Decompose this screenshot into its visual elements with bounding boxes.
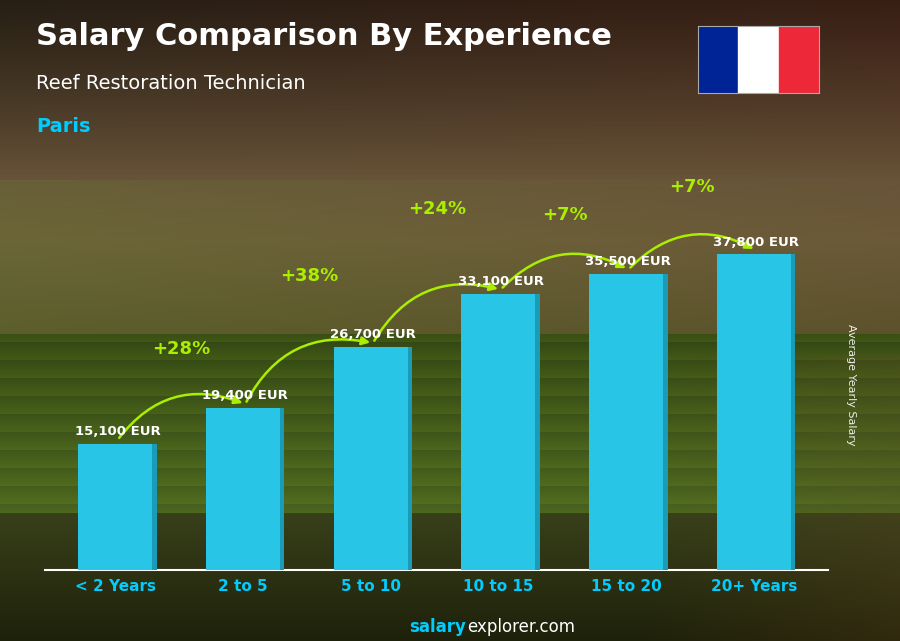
Text: Paris: Paris	[36, 117, 91, 136]
Text: salary: salary	[410, 618, 466, 636]
Polygon shape	[280, 408, 284, 570]
Text: +28%: +28%	[152, 340, 211, 358]
Text: +7%: +7%	[670, 178, 716, 196]
Bar	[206, 408, 280, 570]
Bar	[738, 26, 778, 93]
Text: Average Yearly Salary: Average Yearly Salary	[845, 324, 856, 445]
Bar	[698, 26, 738, 93]
Text: explorer.com: explorer.com	[467, 618, 575, 636]
Text: +24%: +24%	[408, 201, 466, 219]
Text: 15,100 EUR: 15,100 EUR	[75, 426, 160, 438]
Text: 26,700 EUR: 26,700 EUR	[330, 328, 416, 342]
Text: +7%: +7%	[542, 206, 588, 224]
Polygon shape	[791, 254, 796, 570]
Polygon shape	[152, 444, 157, 570]
Text: 35,500 EUR: 35,500 EUR	[586, 255, 671, 268]
Text: 37,800 EUR: 37,800 EUR	[713, 236, 799, 249]
Bar	[334, 347, 408, 570]
Text: Reef Restoration Technician: Reef Restoration Technician	[36, 74, 306, 93]
Text: 33,100 EUR: 33,100 EUR	[458, 275, 544, 288]
Text: Salary Comparison By Experience: Salary Comparison By Experience	[36, 22, 612, 51]
Text: +38%: +38%	[280, 267, 338, 285]
Bar	[590, 274, 663, 570]
Text: 19,400 EUR: 19,400 EUR	[202, 390, 288, 403]
Polygon shape	[536, 294, 540, 570]
Bar	[462, 294, 536, 570]
Bar	[78, 444, 152, 570]
Polygon shape	[408, 347, 412, 570]
Bar	[717, 254, 791, 570]
Polygon shape	[663, 274, 668, 570]
Bar	[778, 26, 819, 93]
